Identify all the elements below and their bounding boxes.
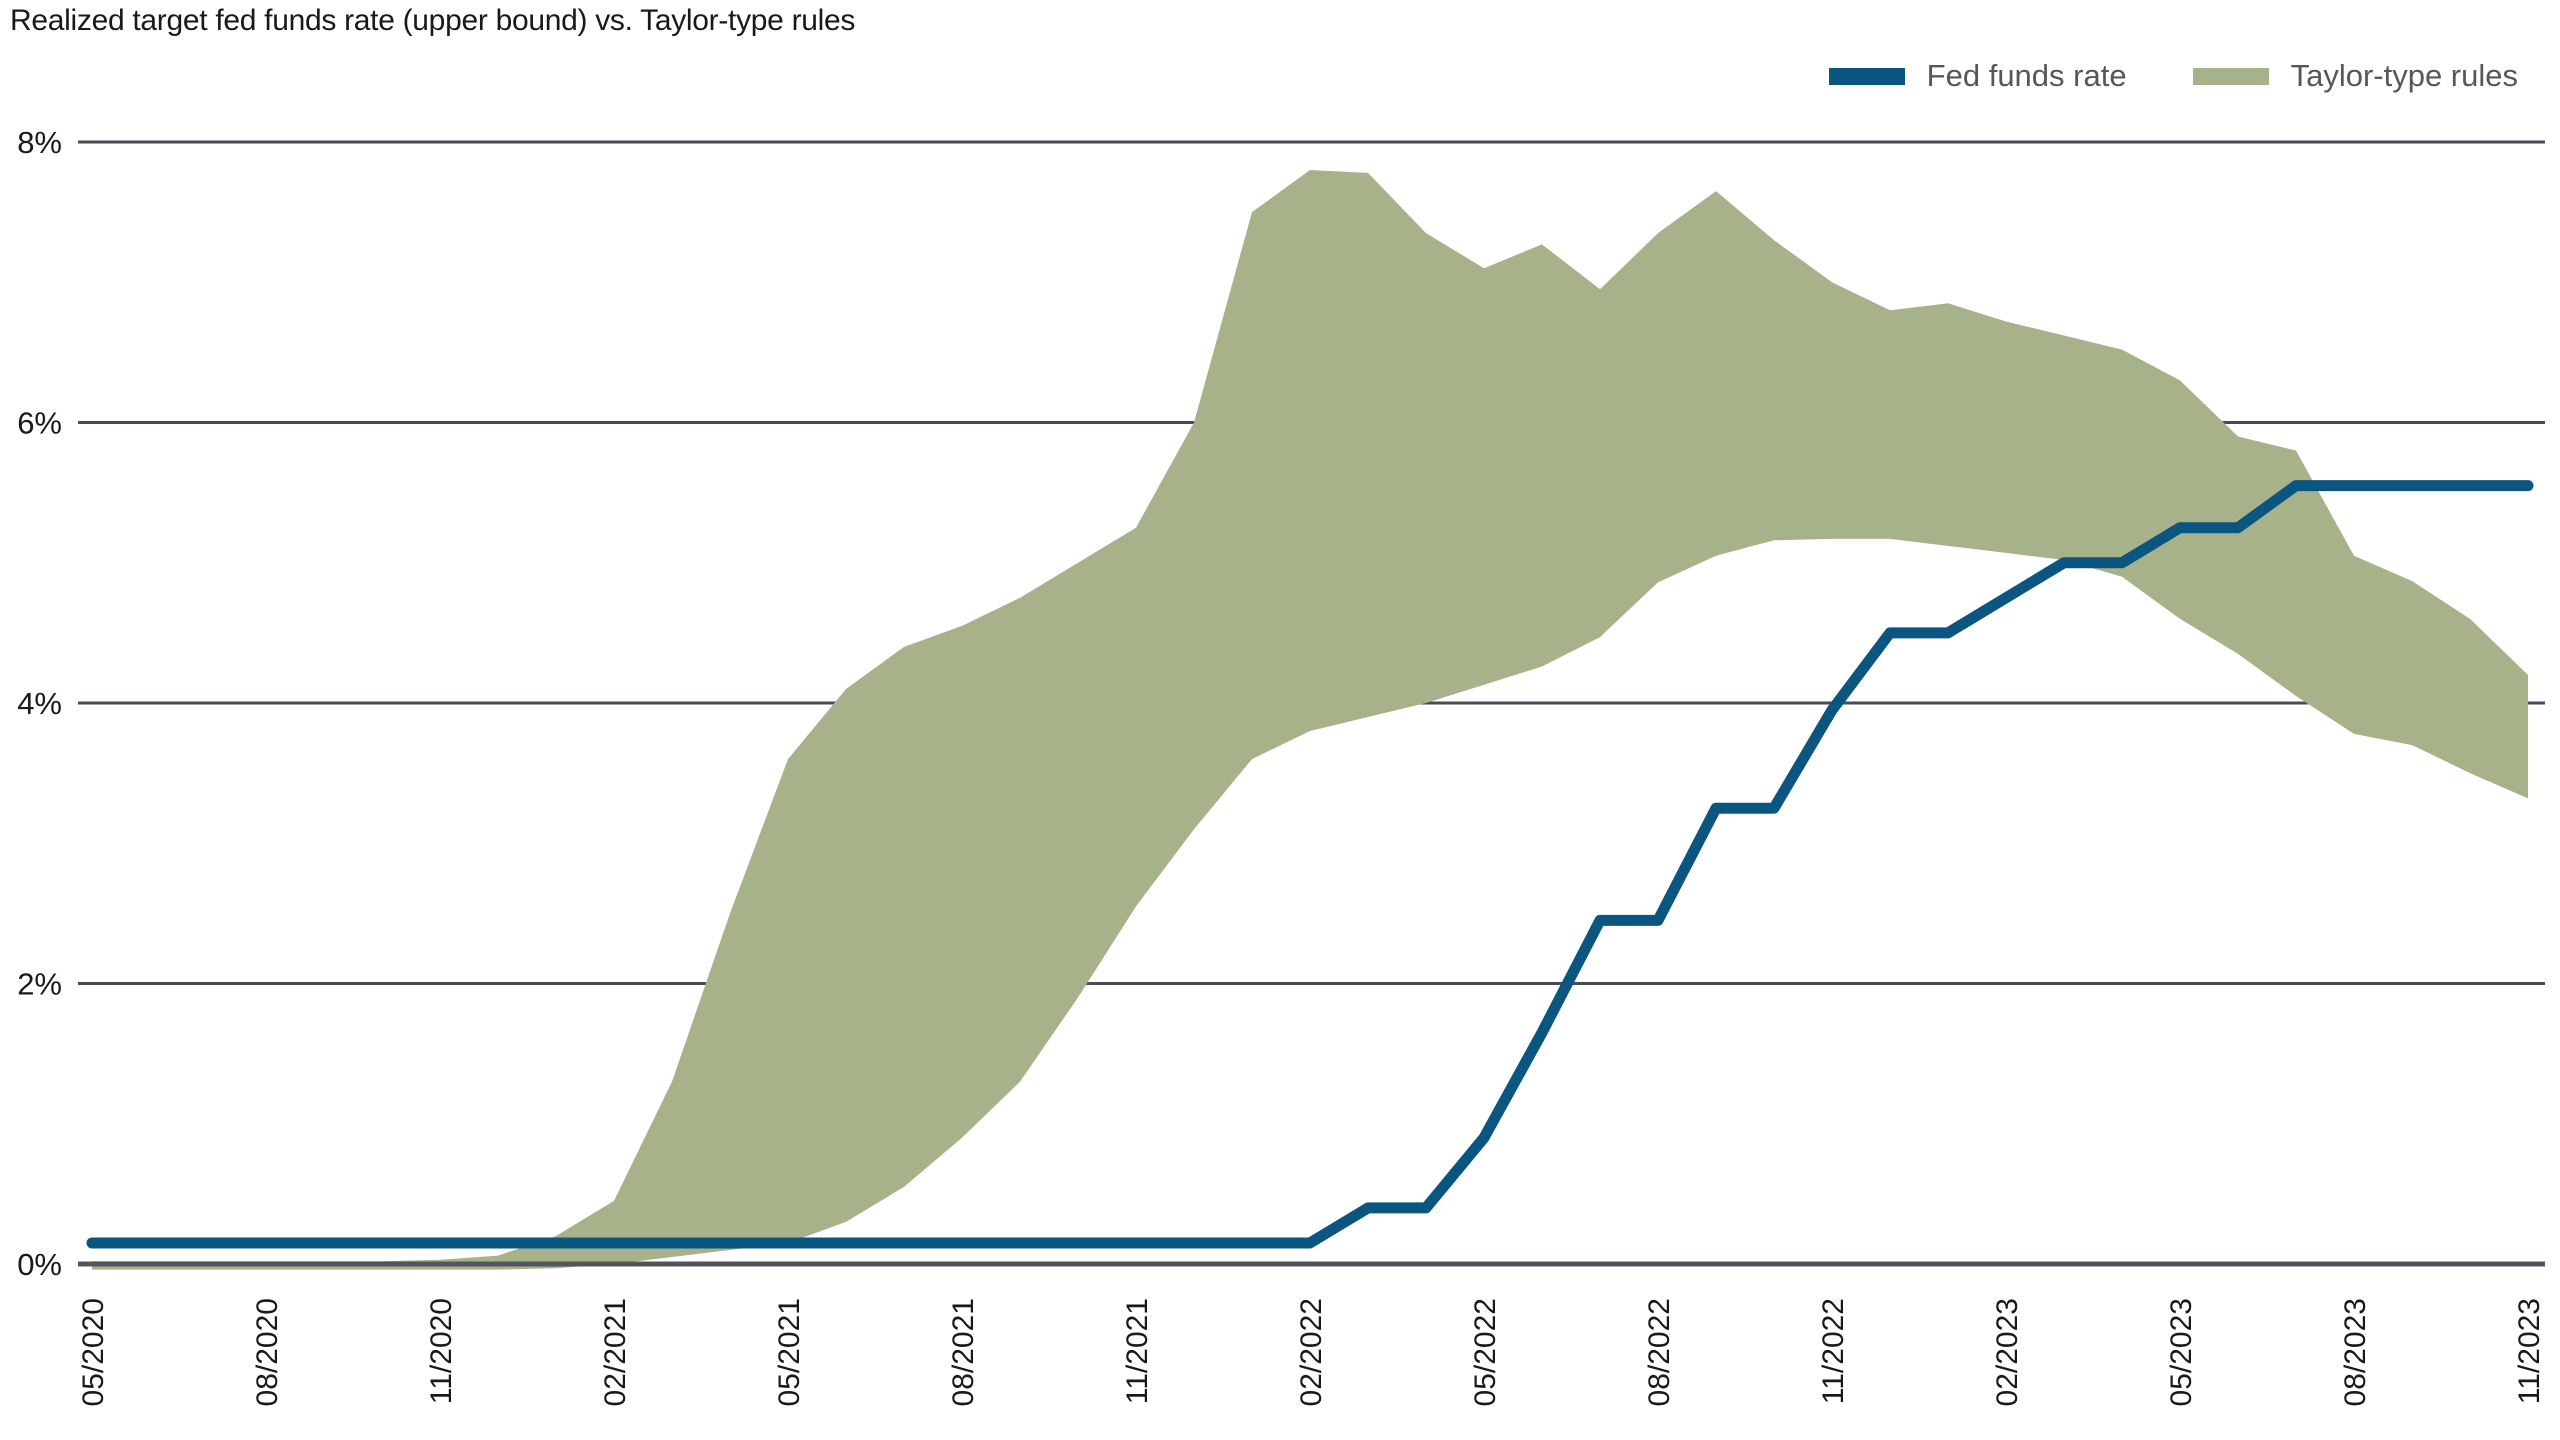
x-axis-tick-label: 02/2023: [1991, 1298, 2024, 1406]
x-axis-tick-label: 05/2022: [1469, 1298, 1502, 1406]
legend-label-taylor-rules: Taylor-type rules: [2290, 58, 2518, 93]
legend: Fed funds rate Taylor-type rules: [1828, 58, 2518, 94]
x-axis-tick-label: 11/2022: [1817, 1298, 1850, 1404]
y-axis-tick-label: 2%: [17, 967, 62, 1002]
x-axis-tick-label: 08/2020: [251, 1298, 284, 1406]
taylor-rules-band: [92, 170, 2528, 1270]
legend-label-fed-funds-rate: Fed funds rate: [1926, 58, 2127, 93]
y-axis-tick-label: 8%: [17, 125, 62, 160]
x-axis-tick-label: 08/2022: [1643, 1298, 1676, 1406]
x-axis-tick-label: 05/2021: [773, 1298, 806, 1406]
legend-item-taylor-rules: Taylor-type rules: [2192, 58, 2518, 94]
fed-funds-rate-line: [86, 480, 2534, 1249]
x-axis-tick-label: 02/2022: [1295, 1298, 1328, 1406]
legend-item-fed-funds-rate: Fed funds rate: [1828, 58, 2127, 94]
x-axis-tick-label: 11/2023: [2513, 1298, 2546, 1404]
taylor-rules-area-swatch: [2192, 67, 2269, 85]
x-axis-tick-label: 05/2023: [2165, 1298, 2198, 1406]
x-axis-tick-label: 02/2021: [599, 1298, 632, 1406]
x-axis-tick-label: 11/2020: [425, 1298, 458, 1404]
y-axis-tick-label: 6%: [17, 406, 62, 441]
x-axis-tick-label: 11/2021: [1121, 1298, 1154, 1404]
y-axis-tick-label: 4%: [17, 686, 62, 721]
x-axis-tick-label: 08/2021: [947, 1298, 980, 1406]
chart-title: Realized target fed funds rate (upper bo…: [10, 4, 856, 37]
y-axis-tick-label: 0%: [17, 1247, 62, 1282]
x-axis-tick-label: 08/2023: [2339, 1298, 2372, 1406]
fed-funds-line-swatch: [1828, 67, 1905, 85]
x-axis-tick-label: 05/2020: [77, 1298, 110, 1406]
